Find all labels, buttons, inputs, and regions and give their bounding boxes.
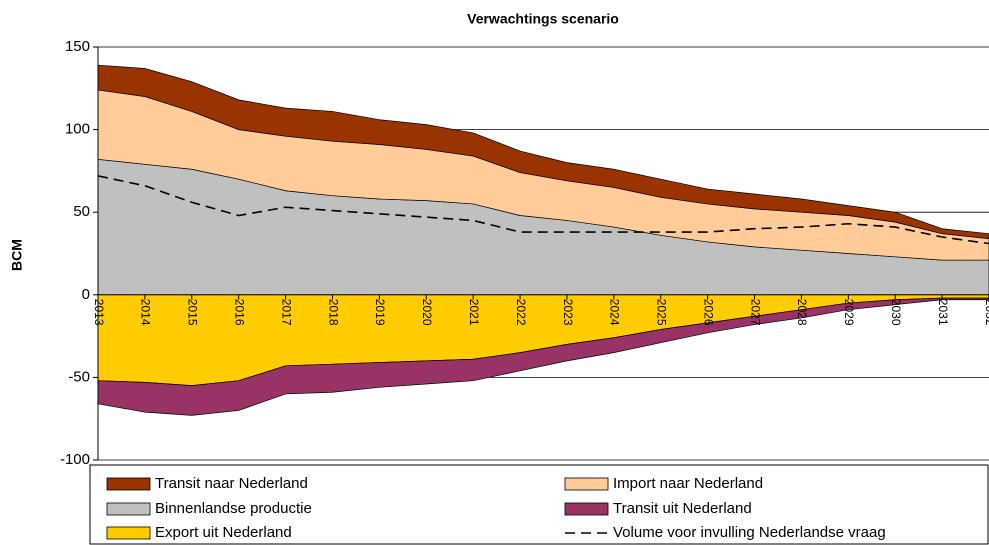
x-tick-label: 2022 [514,299,528,326]
area [97,297,989,416]
x-tick-label: 2013 [92,299,106,326]
x-tick-label: 2024 [608,299,622,326]
y-tick-label: 100 [65,121,90,138]
x-tick-label: 2016 [233,299,247,326]
x-tick-label: 2015 [186,299,200,326]
x-tick-label: 2021 [467,299,481,326]
x-tick-label: 2032 [983,299,989,326]
x-tick-label: 2014 [139,299,153,326]
x-tick-label: 2029 [842,299,856,326]
x-tick-label: 2017 [279,299,293,326]
x-tick-label: 2031 [936,299,950,326]
x-tick-label: 2023 [561,299,575,326]
y-tick-label: 150 [65,38,90,55]
legend-swatch [106,477,151,491]
x-tick-label: 2027 [748,299,762,326]
legend-label: Binnenlandse productie [155,500,312,517]
legend [89,464,989,545]
x-tick-label: 2025 [655,299,669,326]
x-tick-label: 2026 [701,299,715,326]
x-tick-label: 2020 [420,299,434,326]
x-tick-label: 2030 [889,299,903,326]
x-tick-label: 2028 [795,299,809,326]
line [97,175,989,245]
y-tick-label: -100 [60,451,90,468]
legend-swatch [106,526,151,540]
legend-label: Import naar Nederland [613,475,763,492]
legend-label: Export uit Nederland [155,524,292,541]
legend-swatch [564,477,609,491]
y-tick-label: -50 [68,368,90,385]
legend-label: Volume voor invulling Nederlandse vraag [613,524,886,541]
legend-label: Transit uit Nederland [613,500,752,517]
legend-swatch [106,502,151,516]
x-tick-label: 2018 [326,299,340,326]
chart-title: Verwachtings scenario [467,11,619,27]
legend-swatch [564,502,609,516]
y-tick-label: 50 [73,203,90,220]
y-tick-label: 0 [82,286,90,303]
legend-label: Transit naar Nederland [155,475,308,492]
x-tick-label: 2019 [373,299,387,326]
y-axis-label: BCM [9,239,25,271]
area [97,64,989,239]
